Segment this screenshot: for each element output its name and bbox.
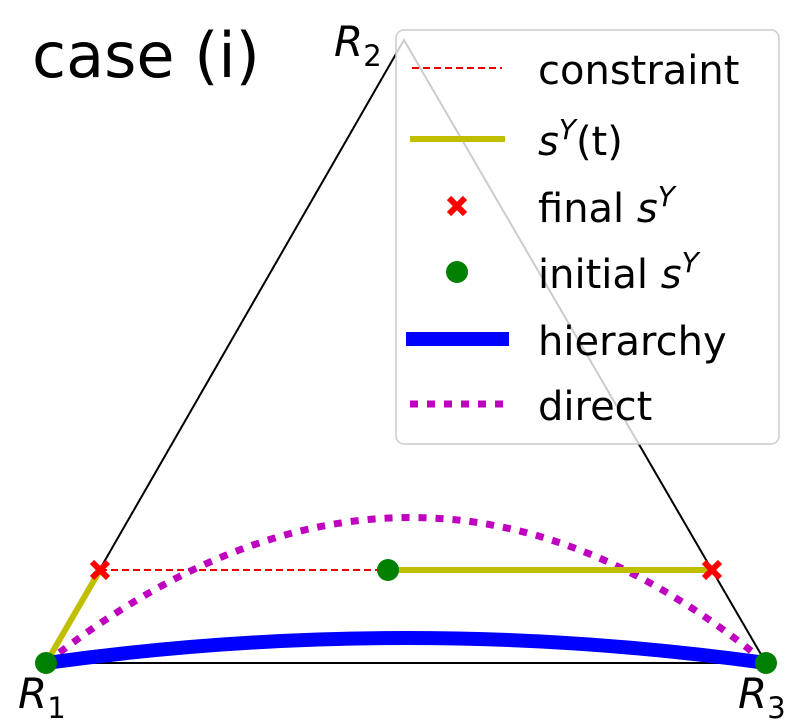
legend-label: sY(t) [538,113,623,165]
legend-label: final sY [538,180,677,232]
vertex-label: R3 [738,669,786,725]
final-point [701,559,723,581]
vertex-label: R1 [18,669,66,725]
direct-path [43,514,769,666]
legend-label: constraint [538,48,739,94]
trajectory [43,568,103,665]
legend: constraint sY(t) final sY initial sY hie… [395,29,780,445]
initial-point [377,559,399,581]
initial-point [755,652,777,674]
legend-label: direct [538,384,652,430]
legend-handle [446,261,468,283]
legend-handle [446,195,468,217]
legend-label: initial sY [538,246,701,298]
hierarchy-path [45,631,767,670]
title: case (i) [32,19,260,92]
vertex-label: R2 [334,17,382,73]
legend-label: hierarchy [538,319,727,365]
final-markers [89,559,723,581]
final-point [89,559,111,581]
initial-point [35,652,57,674]
